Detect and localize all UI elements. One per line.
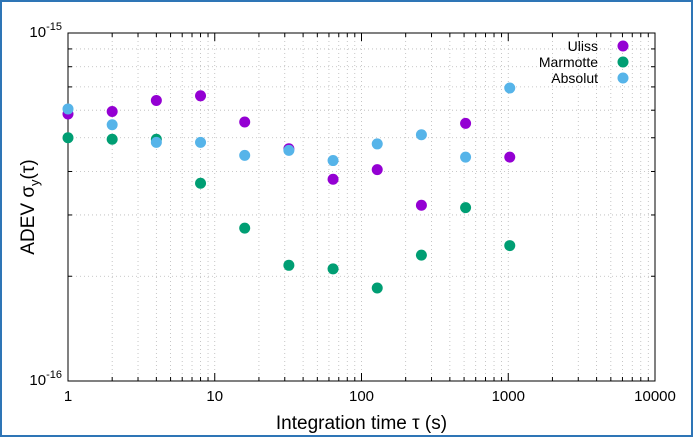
data-point [504, 240, 516, 252]
y-axis-label: ADEV σy(τ) [18, 159, 42, 254]
data-point [239, 149, 251, 161]
legend-marker [617, 40, 629, 52]
x-tick-label: 1 [64, 388, 72, 405]
data-point [106, 105, 118, 117]
data-point [504, 151, 516, 163]
data-point [415, 129, 427, 141]
data-point [327, 263, 339, 275]
x-tick-label: 10000 [634, 388, 676, 405]
data-points [62, 82, 516, 294]
data-point [371, 164, 383, 176]
x-tick-label: 10 [206, 388, 223, 405]
x-tick-label: 100 [349, 388, 374, 405]
y-tick-label: 10-15 [29, 21, 62, 41]
y-tick-label: 10-16 [29, 369, 62, 389]
legend-marker [617, 72, 629, 84]
data-point [62, 132, 74, 144]
data-point [371, 282, 383, 294]
series-marmotte [62, 132, 516, 294]
data-point [195, 90, 207, 102]
legend-label: Absolut [551, 70, 598, 86]
data-point [239, 116, 251, 128]
data-point [239, 222, 251, 234]
axis-ticks: 1 10 100 1000 10000 10-16 10-15 [29, 21, 675, 405]
data-point [150, 136, 162, 148]
legend-label: Marmotte [539, 54, 598, 70]
y-axis-label-subscript: y [27, 179, 42, 186]
data-point [283, 144, 295, 156]
data-point [195, 136, 207, 148]
legend-label: Uliss [568, 38, 598, 54]
legend-marker [617, 56, 629, 68]
x-axis-label: Integration time τ (s) [276, 413, 447, 434]
data-point [460, 117, 472, 129]
series-absolut [62, 82, 516, 167]
data-point [106, 119, 118, 131]
data-point [415, 199, 427, 211]
data-point [283, 259, 295, 271]
data-point [106, 133, 118, 145]
data-point [371, 138, 383, 150]
data-point [327, 173, 339, 185]
y-axis-label-tail: (τ) [18, 159, 39, 179]
data-point [195, 177, 207, 189]
data-point [415, 249, 427, 261]
x-tick-label: 1000 [492, 388, 525, 405]
data-point [327, 155, 339, 167]
data-point [62, 103, 74, 115]
y-axis-label-main: ADEV σ [18, 186, 39, 255]
data-point [460, 151, 472, 163]
data-point [150, 94, 162, 106]
data-point [460, 202, 472, 214]
data-point [504, 82, 516, 94]
